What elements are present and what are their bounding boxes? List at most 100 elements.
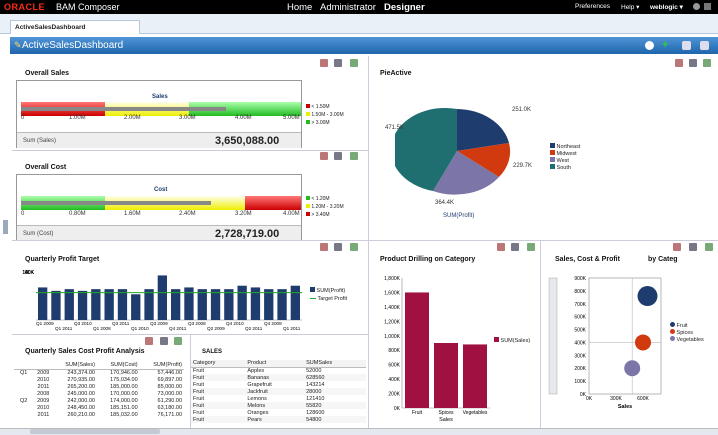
export-icon[interactable] bbox=[350, 243, 358, 251]
nav-designer[interactable]: Designer bbox=[384, 2, 425, 13]
horizontal-scrollbar[interactable] bbox=[0, 428, 718, 435]
edit-view-icon[interactable] bbox=[320, 152, 328, 160]
table-row[interactable]: Fruit Oranges 128600 bbox=[191, 409, 366, 416]
profit-bar[interactable] bbox=[210, 289, 221, 320]
table-row[interactable]: 2010 248,450.00 185,151.00 63,180.00 bbox=[14, 404, 184, 411]
profit-bar[interactable] bbox=[237, 285, 247, 320]
menu-user[interactable]: weblogic ▾ bbox=[650, 4, 683, 11]
qsc-header[interactable]: SUM(Sales) bbox=[51, 362, 97, 370]
edit-view-icon[interactable] bbox=[497, 243, 505, 251]
qsc-header[interactable] bbox=[14, 362, 30, 370]
plot-area bbox=[588, 277, 662, 395]
layout-icon[interactable] bbox=[682, 41, 691, 50]
profit-bar[interactable] bbox=[290, 285, 301, 320]
export-icon[interactable] bbox=[174, 337, 182, 345]
table-cell: 175,034.00 bbox=[110, 376, 138, 383]
edit-view-icon[interactable] bbox=[320, 59, 328, 67]
pie-slice-midwest[interactable] bbox=[457, 143, 511, 177]
refresh-icon[interactable] bbox=[334, 152, 342, 160]
sales-bar[interactable] bbox=[434, 343, 458, 408]
table-row[interactable]: 2011 260,210.00 185,032.00 76,171.00 bbox=[14, 411, 184, 418]
profit-bar[interactable] bbox=[51, 290, 61, 320]
menu-preferences[interactable]: Preferences bbox=[575, 3, 611, 10]
profit-bar[interactable] bbox=[104, 289, 114, 320]
settings-icon[interactable] bbox=[693, 3, 700, 10]
profit-bar[interactable] bbox=[170, 289, 181, 320]
profit-bar[interactable] bbox=[157, 275, 168, 320]
table-row[interactable]: Fruit Lemons 121410 bbox=[191, 395, 366, 402]
nav-administrator[interactable]: Administrator bbox=[320, 2, 376, 13]
sales-footer-label: Sum (Sales) bbox=[23, 138, 57, 144]
table-cell: Fruit bbox=[193, 374, 204, 381]
window-icon[interactable] bbox=[704, 3, 711, 10]
table-row[interactable]: Fruit Bananas 628560 bbox=[191, 374, 366, 381]
pie-legend: Northeast Midwest West South bbox=[550, 143, 580, 171]
edit-view-icon[interactable] bbox=[320, 243, 328, 251]
profit-bar[interactable] bbox=[91, 289, 101, 320]
edit-view-icon[interactable] bbox=[673, 243, 681, 251]
table-row[interactable]: 2011 265,200.00 185,000.00 85,000.00 bbox=[14, 383, 184, 390]
scrollbar-thumb[interactable] bbox=[30, 429, 160, 434]
pie-slice-south[interactable] bbox=[395, 107, 457, 191]
export-icon[interactable] bbox=[350, 152, 358, 160]
sales-header[interactable]: SUMSales bbox=[304, 360, 366, 368]
qsc-header[interactable]: SUM(Profit) bbox=[139, 362, 184, 370]
table-row[interactable]: 2010 270,935.00 175,034.00 69,897.00 bbox=[14, 376, 184, 383]
zoom-slider[interactable] bbox=[548, 277, 558, 395]
info-icon[interactable] bbox=[645, 41, 654, 50]
profit-bar[interactable] bbox=[250, 287, 261, 320]
profit-bar[interactable] bbox=[184, 287, 194, 320]
profit-bar[interactable] bbox=[197, 289, 207, 320]
profit-bar[interactable] bbox=[77, 290, 88, 320]
profit-bar[interactable] bbox=[131, 294, 141, 320]
pie-slice-northeast[interactable] bbox=[457, 109, 509, 151]
sales-bar[interactable] bbox=[405, 292, 429, 408]
sales-header[interactable]: Category bbox=[191, 360, 246, 368]
profit-bar[interactable] bbox=[117, 289, 128, 320]
table-row[interactable]: 2008 245,000.00 170,000.00 73,000.00 bbox=[14, 390, 184, 397]
nav-home[interactable]: Home bbox=[287, 2, 313, 13]
x-tick-label: Q2 2009 bbox=[207, 326, 225, 331]
qsc-header[interactable] bbox=[29, 362, 52, 370]
tab-dashboard[interactable]: ActiveSalesDashboard bbox=[10, 20, 140, 34]
edit-view-icon[interactable] bbox=[675, 59, 683, 67]
table-row[interactable]: Fruit Jackfruit 28000 bbox=[191, 388, 366, 395]
table-row[interactable]: Q2 2009 242,000.00 174,000.00 61,290.00 bbox=[14, 397, 184, 404]
sales-header[interactable]: Product bbox=[245, 360, 305, 368]
table-row[interactable]: Fruit Apples 52000 bbox=[191, 367, 366, 374]
export-icon[interactable] bbox=[705, 243, 713, 251]
export-icon[interactable] bbox=[350, 59, 358, 67]
export-icon[interactable] bbox=[527, 243, 535, 251]
edit-view-icon[interactable] bbox=[145, 337, 153, 345]
x-axis-label: Sales bbox=[618, 404, 632, 410]
profit-bar[interactable] bbox=[64, 289, 74, 320]
y-tick-label: 100K bbox=[574, 379, 586, 385]
sales-bar[interactable] bbox=[463, 344, 487, 408]
table-row[interactable]: Q1 2009 243,374.00 170,946.00 57,446.00 bbox=[14, 369, 184, 376]
profit-bar[interactable] bbox=[37, 287, 48, 320]
refresh-icon[interactable] bbox=[689, 243, 697, 251]
table-row[interactable]: Fruit Pears 54800 bbox=[191, 416, 366, 423]
profit-bar[interactable] bbox=[277, 289, 287, 320]
add-icon[interactable]: + bbox=[662, 39, 669, 51]
profit-bar[interactable] bbox=[264, 289, 274, 320]
table-row[interactable]: Fruit Grapefruit 143214 bbox=[191, 381, 366, 388]
scatter-point[interactable] bbox=[637, 286, 658, 307]
scatter-point[interactable] bbox=[624, 360, 641, 377]
refresh-icon[interactable] bbox=[334, 59, 342, 67]
profit-bar[interactable] bbox=[144, 289, 154, 320]
profit-bar[interactable] bbox=[224, 289, 234, 320]
refresh-icon[interactable] bbox=[334, 243, 342, 251]
grid-icon[interactable] bbox=[700, 41, 709, 50]
export-icon[interactable] bbox=[703, 59, 711, 67]
pie-slice-west[interactable] bbox=[433, 151, 499, 195]
scatter-point[interactable] bbox=[635, 334, 651, 351]
qsc-header[interactable]: SUM(Cost) bbox=[96, 362, 140, 370]
left-collapse-handle[interactable] bbox=[3, 220, 8, 234]
refresh-icon[interactable] bbox=[160, 337, 168, 345]
refresh-icon[interactable] bbox=[689, 59, 697, 67]
table-cell: Fruit bbox=[193, 381, 204, 388]
refresh-icon[interactable] bbox=[511, 243, 519, 251]
menu-help[interactable]: Help ▾ bbox=[621, 4, 640, 11]
table-row[interactable]: Fruit Melons 55820 bbox=[191, 402, 366, 409]
